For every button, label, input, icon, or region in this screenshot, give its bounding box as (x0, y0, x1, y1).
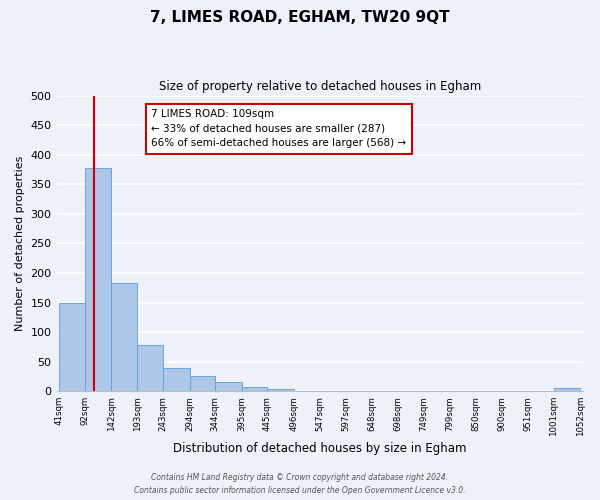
Bar (59, 302, 85, 391)
Bar (320, 390, 346, 391)
Bar (137, 345, 163, 391)
Bar (85, 168, 111, 391)
Bar (268, 390, 293, 391)
Title: Size of property relative to detached houses in Egham: Size of property relative to detached ho… (158, 80, 481, 93)
Bar (190, 376, 215, 391)
Text: 7 LIMES ROAD: 109sqm
← 33% of detached houses are smaller (287)
66% of semi-deta: 7 LIMES ROAD: 109sqm ← 33% of detached h… (151, 109, 406, 148)
Y-axis label: Number of detached properties: Number of detached properties (15, 156, 25, 331)
Text: Contains HM Land Registry data © Crown copyright and database right 2024.
Contai: Contains HM Land Registry data © Crown c… (134, 474, 466, 495)
Bar (554, 388, 580, 391)
Bar (215, 382, 242, 391)
Bar (163, 368, 190, 391)
Bar (111, 283, 137, 391)
Text: 7, LIMES ROAD, EGHAM, TW20 9QT: 7, LIMES ROAD, EGHAM, TW20 9QT (150, 10, 450, 25)
X-axis label: Distribution of detached houses by size in Egham: Distribution of detached houses by size … (173, 442, 466, 455)
Bar (242, 387, 268, 391)
